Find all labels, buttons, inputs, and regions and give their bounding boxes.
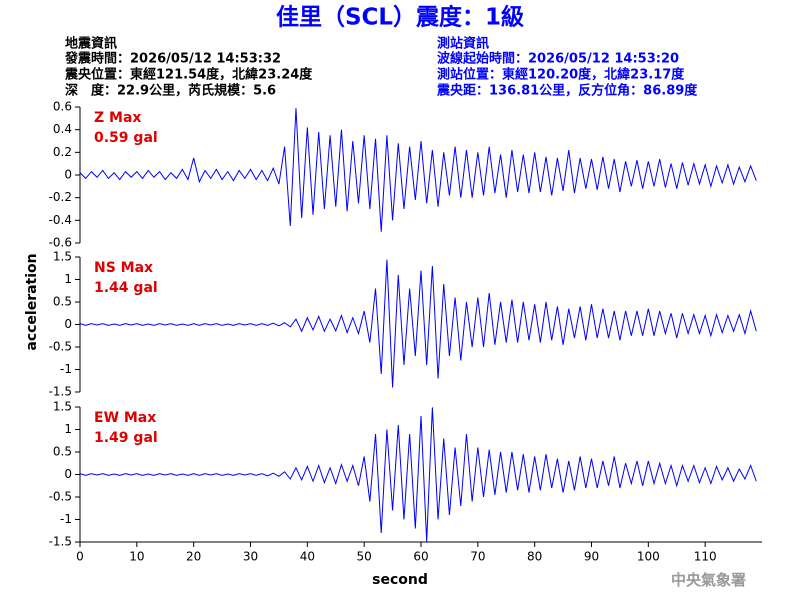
y-tick-label: 0 bbox=[64, 317, 72, 331]
info-line: 震央距：136.81公里，反方位角：86.89度 bbox=[436, 83, 698, 99]
y-tick-label: -0.5 bbox=[49, 490, 72, 504]
y-tick-label: -0.6 bbox=[49, 236, 72, 250]
x-tick-label: 0 bbox=[76, 550, 84, 564]
y-tick-label: 0.2 bbox=[53, 145, 72, 159]
legend-label: EW Max bbox=[94, 410, 156, 426]
y-tick-label: -0.2 bbox=[49, 190, 72, 204]
x-tick-label: 70 bbox=[470, 550, 485, 564]
x-tick-label: 10 bbox=[129, 550, 144, 564]
x-tick-label: 30 bbox=[243, 550, 258, 564]
agency-label: 中央氣象署 bbox=[671, 571, 746, 589]
max-label: 0.59 gal bbox=[94, 130, 158, 146]
y-tick-label: 1 bbox=[64, 272, 72, 286]
info-line: 測站資訊 bbox=[437, 36, 489, 52]
waveform bbox=[79, 259, 757, 388]
y-tick-label: -0.4 bbox=[49, 213, 72, 227]
x-tick-label: 90 bbox=[584, 550, 599, 564]
y-tick-label: 1.5 bbox=[53, 400, 72, 414]
x-tick-label: 80 bbox=[527, 550, 542, 564]
info-line: 測站位置：東經120.20度，北緯23.17度 bbox=[437, 67, 685, 83]
y-tick-label: -0.5 bbox=[49, 340, 72, 354]
y-tick-label: -1 bbox=[60, 512, 72, 526]
y-tick-label: 0 bbox=[64, 467, 72, 481]
y-tick-label: 0.6 bbox=[53, 100, 72, 114]
info-line: 深 度：22.9公里，芮氏規模：5.6 bbox=[65, 83, 276, 99]
x-tick-label: 40 bbox=[300, 550, 315, 564]
x-tick-label: 50 bbox=[357, 550, 372, 564]
max-label: 1.44 gal bbox=[94, 280, 158, 296]
y-tick-label: 0 bbox=[64, 168, 72, 182]
y-tick-label: 1 bbox=[64, 422, 72, 436]
y-tick-label: -1.5 bbox=[49, 535, 72, 549]
info-line: 地震資訊 bbox=[65, 36, 117, 52]
y-tick-label: 0.5 bbox=[53, 445, 72, 459]
waveform bbox=[79, 407, 757, 542]
y-axis-label: acceleration bbox=[24, 253, 40, 350]
x-axis-label: second bbox=[372, 572, 428, 588]
legend-label: NS Max bbox=[94, 260, 153, 276]
info-line: 波線起始時間：2026/05/12 14:53:20 bbox=[437, 51, 679, 67]
info-line: 發震時間：2026/05/12 14:53:32 bbox=[64, 51, 281, 67]
x-tick-label: 20 bbox=[186, 550, 201, 564]
y-tick-label: 1.5 bbox=[53, 250, 72, 264]
x-tick-label: 110 bbox=[694, 550, 717, 564]
y-tick-label: 0.5 bbox=[53, 295, 72, 309]
x-tick-label: 60 bbox=[413, 550, 428, 564]
y-tick-label: -1 bbox=[60, 362, 72, 376]
info-line: 震央位置：東經121.54度，北緯23.24度 bbox=[64, 67, 313, 83]
y-tick-label: -1.5 bbox=[49, 385, 72, 399]
y-tick-label: 0.4 bbox=[53, 122, 72, 136]
legend-label: Z Max bbox=[94, 110, 141, 126]
x-tick-label: 100 bbox=[637, 550, 660, 564]
chart-title: 佳里（SCL）震度：1級 bbox=[276, 4, 524, 31]
waveform bbox=[79, 108, 757, 232]
max-label: 1.49 gal bbox=[94, 430, 158, 446]
